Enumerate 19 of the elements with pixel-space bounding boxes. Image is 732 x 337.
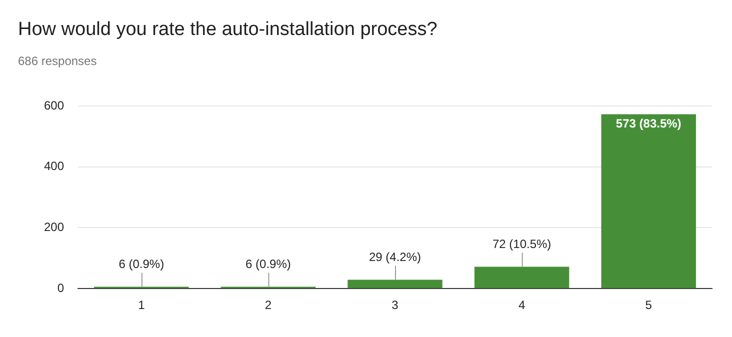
- x-tick-label: 4: [518, 298, 526, 312]
- x-tick-label: 1: [138, 298, 146, 312]
- data-label: 6 (0.9%): [118, 257, 164, 272]
- chart-title: How would you rate the auto-installation process?: [18, 19, 438, 41]
- y-tick-label: 0: [57, 280, 64, 295]
- bar: [474, 266, 570, 288]
- bar: [348, 280, 442, 288]
- y-tick-label: 600: [44, 98, 64, 112]
- chart-subtitle: 686 responses: [18, 54, 97, 68]
- x-tick-label: 5: [645, 298, 652, 312]
- data-label: 573 (83.5%): [616, 116, 682, 131]
- y-tick-label: 200: [44, 220, 64, 234]
- data-label: 29 (4.2%): [368, 250, 422, 264]
- y-tick-label: 400: [44, 159, 64, 174]
- x-tick-label: 3: [392, 298, 399, 312]
- bar: [601, 114, 696, 288]
- data-label: 6 (0.9%): [246, 257, 291, 272]
- x-tick-label: 2: [264, 298, 272, 312]
- data-label: 72 (10.5%): [492, 237, 552, 251]
